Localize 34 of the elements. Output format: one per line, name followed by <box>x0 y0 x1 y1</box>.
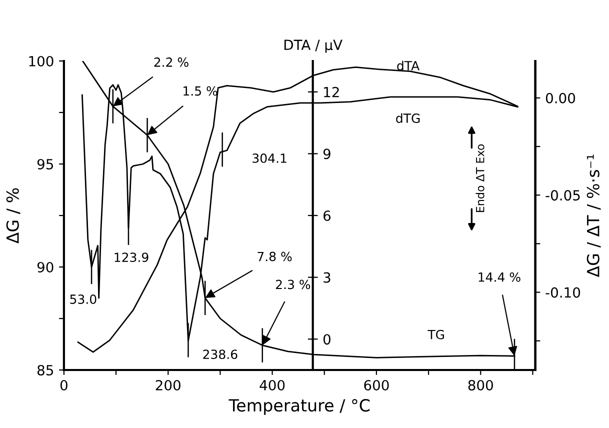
y-axis-title: ΔG / % <box>6 188 20 244</box>
annotation: 304.1 <box>252 153 286 163</box>
y2-tick-label: -0.10 <box>546 287 580 298</box>
series-label: TG <box>428 330 444 340</box>
annotation: 123.9 <box>114 252 148 262</box>
y3-tick-label: 3 <box>324 272 330 283</box>
annotation: 1.5 % <box>184 86 218 96</box>
y2-axis-title: ΔG / ΔT / %·s⁻¹ <box>586 154 601 278</box>
annotation: 53.0 <box>70 294 96 304</box>
x-tick-label: 200 <box>156 380 180 390</box>
y2-tick-label: -0.05 <box>546 190 580 201</box>
y2-tick-label: 0.00 <box>546 92 576 104</box>
y-tick-label: 100 <box>29 56 54 66</box>
annotation: Endo ΔT Exo <box>476 144 484 212</box>
x-tick-label: 600 <box>364 380 389 390</box>
y3-axis-title: DTA / μV <box>284 40 342 53</box>
y3-tick-label: 0 <box>323 334 330 345</box>
annotation: 238.6 <box>203 350 238 360</box>
y-tick-label: 95 <box>37 158 54 170</box>
y-tick-label: 90 <box>37 262 54 272</box>
x-axis-title: Temperature / °C <box>228 399 370 415</box>
y3-tick-label: 12 <box>324 86 339 98</box>
annotation: 2.2 % <box>154 57 188 67</box>
annotation: 2.3 % <box>276 280 310 290</box>
y-tick-label: 85 <box>37 364 54 376</box>
series-label: dTA <box>397 60 420 70</box>
annotation: 14.4 % <box>478 272 520 282</box>
x-tick-label: 400 <box>260 380 285 390</box>
x-tick-label: 800 <box>468 380 493 390</box>
annotation: 7.8 % <box>258 252 292 262</box>
series-label: dTG <box>396 113 420 123</box>
y3-tick-label: 9 <box>323 148 330 160</box>
y3-tick-label: 6 <box>324 210 331 221</box>
x-tick-label: 0 <box>60 380 68 390</box>
